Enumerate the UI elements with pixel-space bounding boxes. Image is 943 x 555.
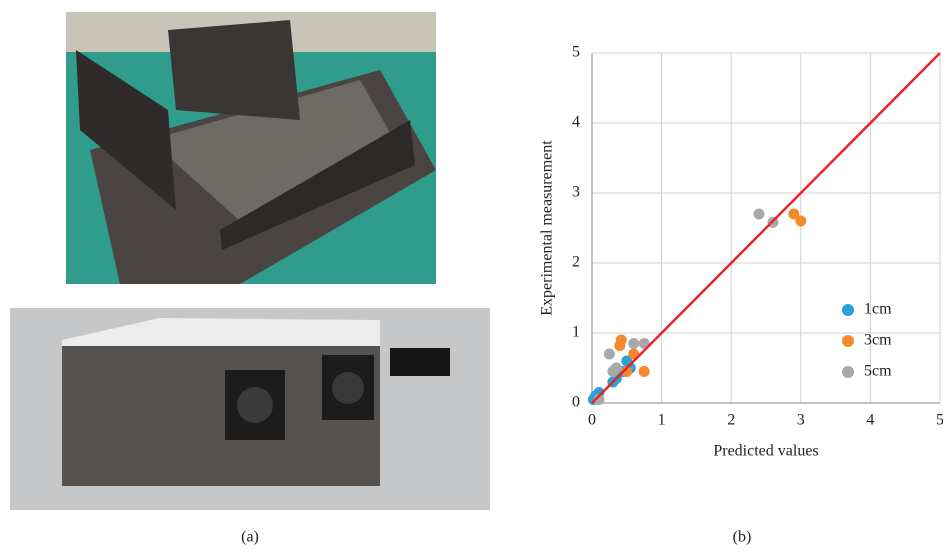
point	[795, 216, 806, 227]
legend-label: 3cm	[864, 332, 892, 349]
panel-label: (b)	[733, 529, 752, 546]
legend-marker	[842, 335, 854, 347]
point	[604, 349, 615, 360]
y-tick-label: 2	[572, 254, 580, 271]
legend-label: 5cm	[864, 363, 892, 380]
legend-marker	[842, 366, 854, 378]
x-axis-label: Predicted values	[713, 443, 818, 460]
x-tick-label: 2	[727, 412, 735, 429]
legend-label: 1cm	[864, 301, 892, 318]
y-axis-label: Experimental measurement	[539, 140, 556, 316]
point	[628, 338, 639, 349]
y-tick-label: 4	[572, 114, 580, 131]
x-tick-label: 0	[588, 412, 596, 429]
reference-line	[592, 53, 940, 403]
x-tick-label: 3	[797, 412, 805, 429]
x-tick-label: 5	[936, 412, 943, 429]
photo-box	[10, 308, 490, 510]
x-tick-label: 4	[866, 412, 874, 429]
figure: (a) (b) Predicted values Experimental me…	[0, 0, 943, 550]
point	[754, 209, 765, 220]
y-tick-label: 0	[572, 394, 580, 411]
legend-marker	[842, 304, 854, 316]
point	[616, 335, 627, 346]
y-tick-label: 1	[572, 324, 580, 341]
point	[611, 363, 622, 374]
panel-label: (a)	[241, 529, 259, 546]
photo-model	[66, 12, 436, 284]
point	[639, 366, 650, 377]
y-tick-label: 5	[572, 44, 580, 61]
x-tick-label: 1	[658, 412, 666, 429]
y-tick-label: 3	[572, 184, 580, 201]
